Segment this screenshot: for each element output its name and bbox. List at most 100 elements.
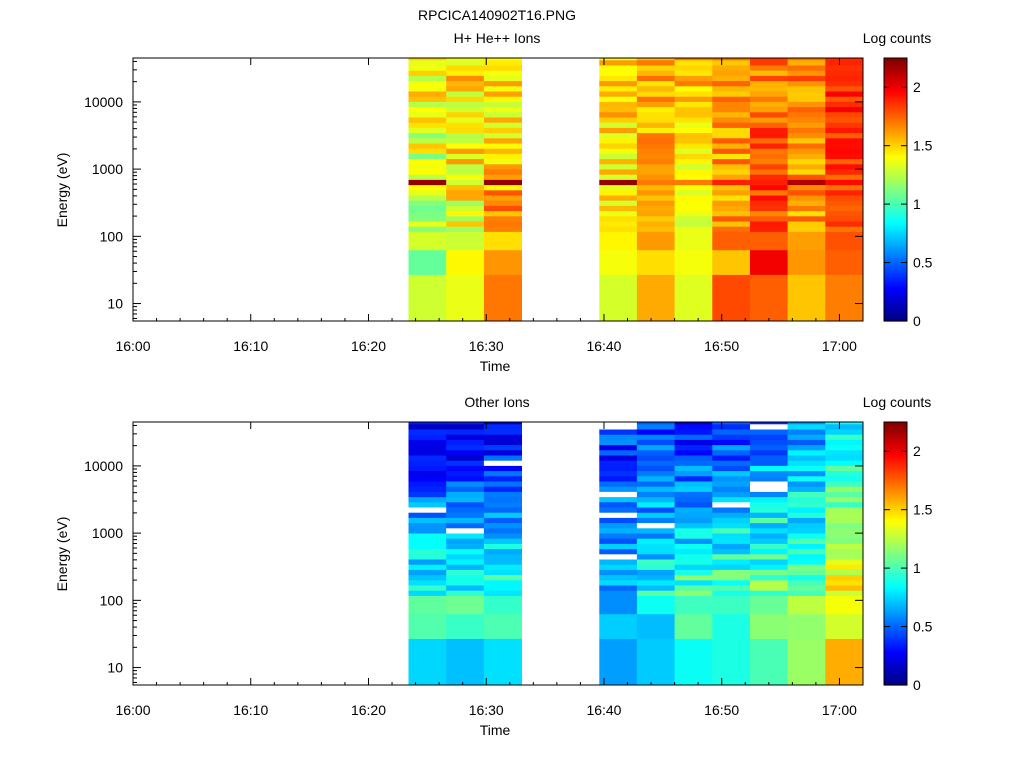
heatmap-cell	[787, 470, 826, 477]
colorbar-segment	[884, 619, 907, 623]
heatmap-cell	[408, 533, 447, 539]
heatmap-cell	[483, 465, 522, 472]
heatmap-cell	[712, 574, 751, 581]
heatmap-cell	[825, 111, 864, 118]
heatmap-cell	[446, 553, 485, 560]
heatmap-cell	[787, 205, 826, 212]
heatmap-cell	[446, 569, 485, 576]
heatmap-cell	[712, 96, 751, 102]
heatmap-cell	[636, 460, 675, 466]
colorbar-segment	[884, 483, 907, 487]
heatmap-cell	[825, 210, 864, 217]
heatmap-cell	[446, 543, 485, 550]
heatmap-cell	[825, 574, 864, 581]
heatmap-cell	[825, 153, 864, 160]
heatmap-cell	[599, 274, 638, 322]
heatmap-cell	[674, 59, 713, 66]
heatmap-cell	[825, 481, 864, 487]
heatmap-cell	[408, 548, 447, 555]
heatmap-cell	[787, 132, 826, 139]
x-tick-label: 16:50	[704, 702, 739, 718]
heatmap-cell	[636, 127, 675, 134]
heatmap-cell	[825, 444, 864, 451]
heatmap-cell	[636, 274, 675, 322]
colorbar-segment	[884, 215, 907, 219]
colorbar-segment	[884, 628, 907, 631]
heatmap-cell	[825, 249, 864, 275]
heatmap-cell	[787, 590, 826, 596]
heatmap-cell	[599, 553, 638, 560]
heatmap-cell	[712, 465, 751, 472]
heatmap-cell	[750, 101, 789, 108]
heatmap-cell	[750, 434, 789, 440]
heatmap-cell	[483, 174, 522, 180]
x-tick-label: 17:00	[822, 338, 857, 354]
colorbar-segment	[884, 575, 907, 579]
colorbar-segment	[884, 244, 907, 248]
heatmap-cell	[483, 613, 522, 639]
colorbar-segment	[884, 654, 907, 658]
heatmap-cell	[636, 590, 675, 596]
colorbar-segment	[884, 577, 907, 581]
colorbar-segment	[884, 305, 907, 309]
heatmap-cell	[825, 117, 864, 123]
heatmap-cell	[712, 613, 751, 639]
heatmap-cell	[712, 517, 751, 524]
colorbar-segment	[884, 253, 907, 256]
heatmap-cell	[483, 564, 522, 570]
heatmap-cell	[674, 179, 713, 186]
heatmap-cell	[636, 58, 675, 61]
heatmap-cell	[599, 122, 638, 128]
colorbar-segment	[884, 84, 907, 88]
colorbar-segment	[884, 104, 907, 107]
heatmap-cell	[408, 75, 447, 82]
colorbar-segment	[884, 112, 907, 116]
heatmap-cell	[750, 205, 789, 212]
heatmap-cell	[483, 491, 522, 498]
heatmap-cell	[599, 595, 638, 615]
heatmap-cell	[446, 533, 485, 539]
heatmap-cell	[712, 65, 751, 71]
heatmap-cell	[408, 564, 447, 570]
colorbar-segment	[884, 507, 907, 511]
heatmap-cell	[408, 195, 447, 201]
heatmap-cell	[787, 80, 826, 87]
heatmap-cell	[750, 638, 789, 686]
heatmap-cell	[674, 274, 713, 322]
heatmap-cell	[787, 569, 826, 576]
heatmap-cell	[825, 163, 864, 170]
heatmap-cell	[750, 423, 789, 430]
heatmap-cell	[408, 422, 447, 425]
colorbar-tick-label: 0	[913, 313, 921, 329]
heatmap-cell	[787, 215, 826, 222]
heatmap-cell	[825, 579, 864, 586]
heatmap-cell	[825, 274, 864, 322]
heatmap-cell	[712, 527, 751, 534]
heatmap-cell	[825, 548, 864, 555]
heatmap-cell	[712, 429, 751, 435]
heatmap-cell	[599, 439, 638, 446]
heatmap-cell	[787, 585, 826, 591]
heatmap-cell	[825, 215, 864, 222]
heatmap-cell	[599, 65, 638, 71]
heatmap-cell	[408, 507, 447, 513]
colorbar-segment	[884, 93, 907, 96]
heatmap-cell	[483, 481, 522, 487]
colorbar-segment	[884, 97, 907, 101]
colorbar-segment	[884, 174, 907, 177]
heatmap-cell	[446, 58, 485, 61]
heatmap-cell	[674, 507, 713, 513]
colorbar-segment	[884, 277, 907, 280]
colorbar-segment	[884, 584, 907, 587]
heatmap-cell	[483, 595, 522, 615]
heatmap-cell	[408, 148, 447, 154]
heatmap-cell	[599, 517, 638, 524]
colorbar-segment	[884, 509, 907, 513]
heatmap-cell	[636, 111, 675, 118]
heatmap-cell	[750, 179, 789, 186]
colorbar-segment	[884, 682, 907, 686]
colorbar-segment	[884, 106, 907, 110]
colorbar-segment	[884, 99, 907, 103]
heatmap-cell	[712, 548, 751, 555]
colorbar-segment	[884, 296, 907, 300]
